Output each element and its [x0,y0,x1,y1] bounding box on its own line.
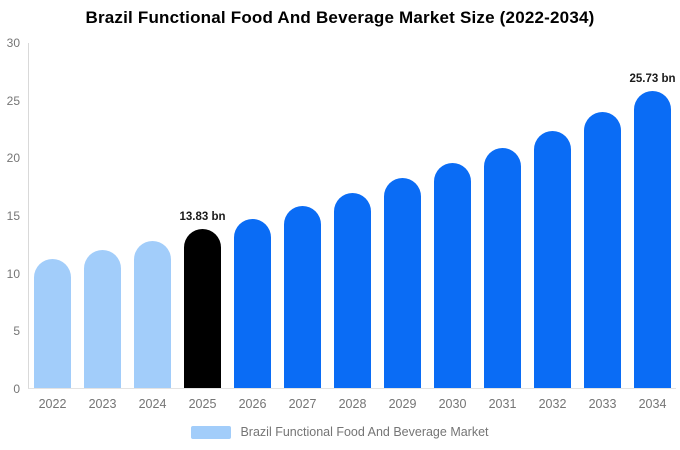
y-tick-label-25: 25 [6,93,20,108]
bar-2022 [34,258,71,388]
bar-2028 [334,193,371,388]
x-tick-label-2032: 2032 [538,397,567,411]
x-tick-label-2030: 2030 [438,397,467,411]
bar-2025 [184,228,221,388]
bar-2029 [384,178,421,388]
bar-column-2029: 2029 [384,43,421,411]
bar-value-label-2025: 13.83 bn [179,210,226,223]
x-tick-label-2025: 2025 [188,397,217,411]
bar-2031 [484,148,521,388]
y-tick-label-15: 15 [6,209,20,223]
bar-column-2027: 2027 [284,43,321,411]
bar-column-2030: 2030 [434,43,471,411]
bar-value-label-2034: 25.73 bn [629,73,676,86]
x-tick-label-2029: 2029 [388,397,417,411]
y-tick-label-10: 10 [6,266,20,281]
legend-swatch-icon [191,425,232,439]
bar-column-2025: 13.83 bn 2025 [179,43,225,412]
y-tick-label-5: 5 [13,324,20,339]
bar-column-2028: 2028 [334,43,371,411]
bar-2023 [84,249,121,388]
bar-2033 [584,112,621,388]
bar-column-2024: 2024 [134,43,171,411]
bar-column-2034: 25.73 bn 2034 [629,43,675,411]
bar-column-2033: 2033 [584,43,621,411]
bar-2032 [534,130,571,388]
bars-row: 2022 2023 2024 13.83 bn 2025 2026 2027 2028 2029… [34,43,676,412]
x-tick-label-2034: 2034 [638,397,667,411]
y-tick-label-0: 0 [13,382,20,396]
bar-2026 [234,218,271,388]
bar-column-2032: 2032 [534,43,571,411]
bar-2027 [284,205,321,388]
y-axis: 0 5 10 15 20 25 30 [0,0,24,450]
x-tick-label-2031: 2031 [488,397,517,411]
bar-2034 [634,91,671,388]
x-tick-label-2027: 2027 [288,397,317,411]
chart-title: Brazil Functional Food And Beverage Mark… [85,8,595,27]
y-tick-label-20: 20 [6,151,20,166]
y-tick-label-30: 30 [6,36,20,50]
bar-2024 [134,241,171,388]
x-tick-label-2022: 2022 [38,397,67,411]
bar-column-2022: 2022 [34,43,71,411]
x-tick-label-2026: 2026 [238,397,267,411]
bar-2030 [434,163,471,388]
bar-column-2026: 2026 [234,43,271,411]
x-tick-label-2033: 2033 [588,397,617,411]
x-tick-label-2028: 2028 [338,397,367,411]
x-tick-label-2023: 2023 [88,397,117,411]
legend: Brazil Functional Food And Beverage Mark… [0,425,680,439]
bar-column-2031: 2031 [484,43,521,411]
plot-area: 2022 2023 2024 13.83 bn 2025 2026 2027 2028 2029… [28,43,676,412]
bar-column-2023: 2023 [84,43,121,411]
x-tick-label-2024: 2024 [138,397,167,411]
legend-label: Brazil Functional Food And Beverage Mark… [240,425,489,439]
